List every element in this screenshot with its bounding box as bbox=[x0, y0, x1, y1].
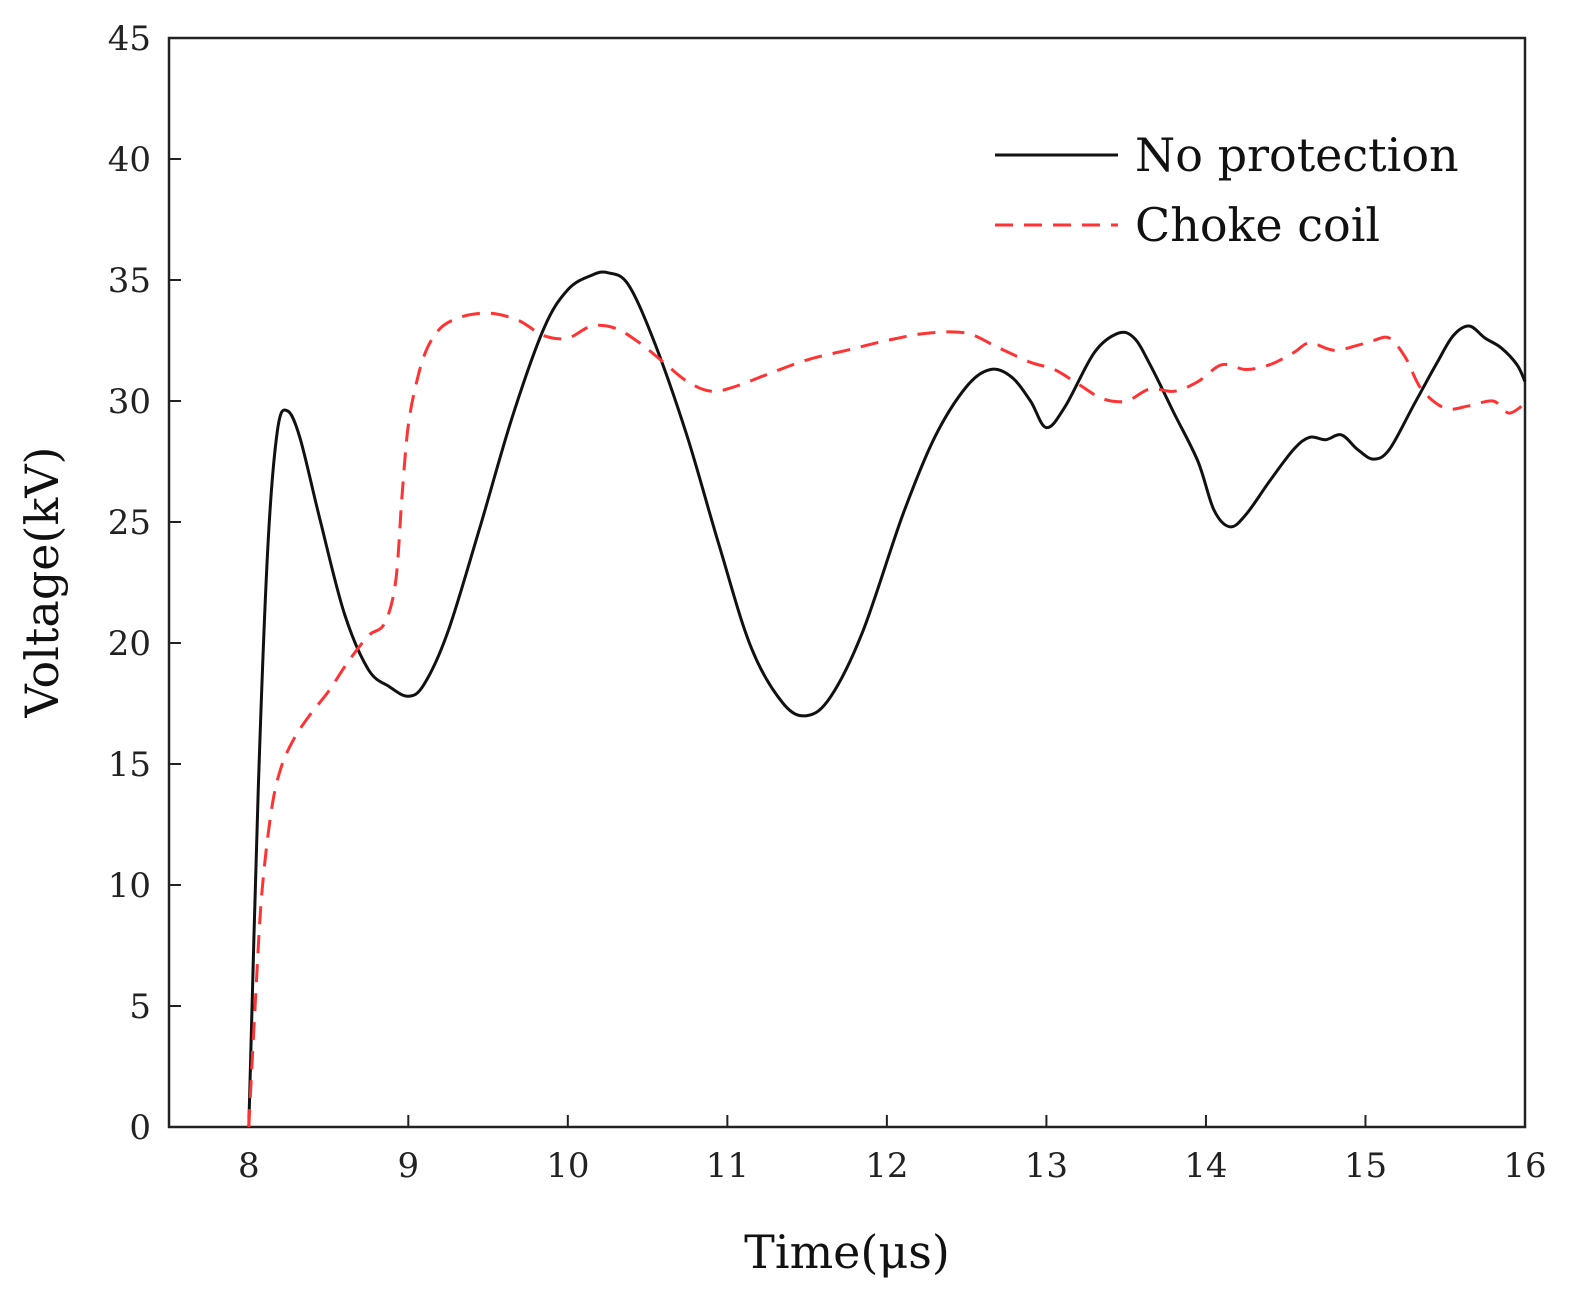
y-tick-label: 15 bbox=[108, 745, 151, 785]
x-tick-label: 8 bbox=[238, 1146, 260, 1186]
y-tick-label: 0 bbox=[129, 1108, 151, 1148]
y-tick-label: 45 bbox=[108, 19, 151, 59]
y-axis-title: Voltage(kV) bbox=[15, 447, 69, 719]
series-choke-coil-line bbox=[247, 311, 1526, 1128]
y-tick-label: 25 bbox=[108, 503, 151, 543]
legend-label-choke-coil: Choke coil bbox=[1135, 198, 1380, 252]
x-tick-label: 15 bbox=[1344, 1146, 1387, 1186]
x-tick-label: 12 bbox=[865, 1146, 908, 1186]
y-tick-label: 40 bbox=[108, 140, 151, 180]
x-tick-label: 14 bbox=[1184, 1146, 1227, 1186]
y-tick-label: 35 bbox=[108, 261, 151, 301]
series-layer bbox=[247, 270, 1527, 1128]
y-tick-label: 10 bbox=[108, 866, 151, 906]
legend: No protection Choke coil bbox=[995, 128, 1459, 252]
plot-frame bbox=[167, 36, 1527, 1129]
x-tick-label: 11 bbox=[706, 1146, 749, 1186]
x-tick-label: 9 bbox=[397, 1146, 419, 1186]
y-tick-label: 20 bbox=[108, 624, 151, 664]
y-tick-label: 30 bbox=[108, 382, 151, 422]
legend-label-no-protection: No protection bbox=[1135, 128, 1459, 182]
x-tick-label: 10 bbox=[546, 1146, 589, 1186]
x-axis-title: Time(μs) bbox=[744, 1225, 950, 1279]
x-tick-label: 13 bbox=[1025, 1146, 1068, 1186]
axis-ticks: 8 9 10 11 12 13 14 15 16 0 5 10 15 20 25 30 35 40 45 bbox=[108, 19, 1547, 1186]
series-no-protection-line bbox=[247, 270, 1527, 1128]
y-tick-label: 5 bbox=[129, 987, 151, 1027]
x-tick-label: 16 bbox=[1503, 1146, 1546, 1186]
